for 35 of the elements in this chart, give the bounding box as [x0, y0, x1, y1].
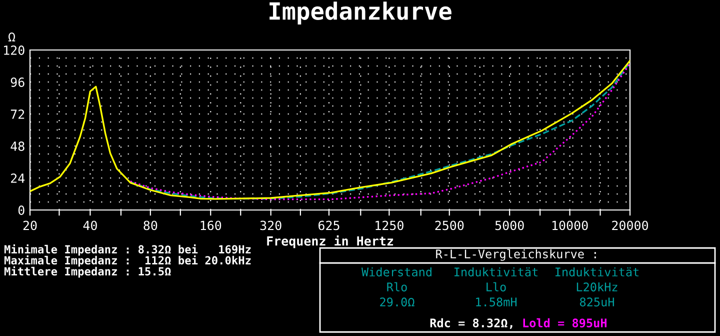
text: Widerstand	[361, 267, 432, 276]
text: Rlo	[387, 282, 407, 292]
y-tick-label: 120	[4, 46, 24, 55]
text: Minimale Impedanz : 8.32Ω bei 169Hz	[4, 244, 251, 256]
y-tick-label: 72	[10, 110, 24, 119]
chart-title: Impedanzkurve	[270, 2, 452, 25]
x-tick-label: 1250	[376, 220, 404, 230]
text: 1.58mH	[476, 298, 517, 306]
y-tick-label: 24	[11, 174, 25, 183]
y-tick-label: 96	[10, 78, 24, 87]
x-axis-title: Frequenz in Hertz	[267, 235, 394, 248]
x-tick-label: 625	[318, 220, 340, 230]
x-tick-label: 20	[23, 220, 37, 230]
text: Maximale Impedanz : 112Ω bei 20.0kHz	[4, 255, 251, 267]
x-tick-label: 160	[200, 220, 222, 230]
x-tick-label: 10000	[552, 220, 588, 230]
x-tick-label: 40	[83, 220, 97, 230]
text: Induktivität	[454, 267, 538, 276]
text: Rdc = 8.32Ω,	[430, 318, 512, 329]
text: L20kHz	[576, 282, 618, 292]
y-tick-label: 48	[10, 142, 24, 151]
text: Llo	[486, 282, 506, 292]
x-tick-label: 320	[260, 220, 282, 230]
x-tick-label: 2500	[435, 220, 464, 230]
text: 29.0Ω	[380, 298, 414, 306]
x-tick-label: 80	[144, 220, 158, 230]
text: Induktivität	[556, 267, 638, 276]
text: Mittlere Impedanz : 15.5Ω	[4, 266, 171, 278]
text: Lold = 895uH	[523, 318, 606, 328]
y-axis-title: Ω	[8, 32, 16, 42]
y-tick-label: 0	[18, 206, 24, 215]
text: 825uH	[580, 298, 614, 306]
x-tick-label: 20000	[612, 220, 648, 230]
text: R-L-L-Vergleichskurve :	[436, 249, 596, 261]
x-tick-label: 5000	[495, 220, 524, 230]
